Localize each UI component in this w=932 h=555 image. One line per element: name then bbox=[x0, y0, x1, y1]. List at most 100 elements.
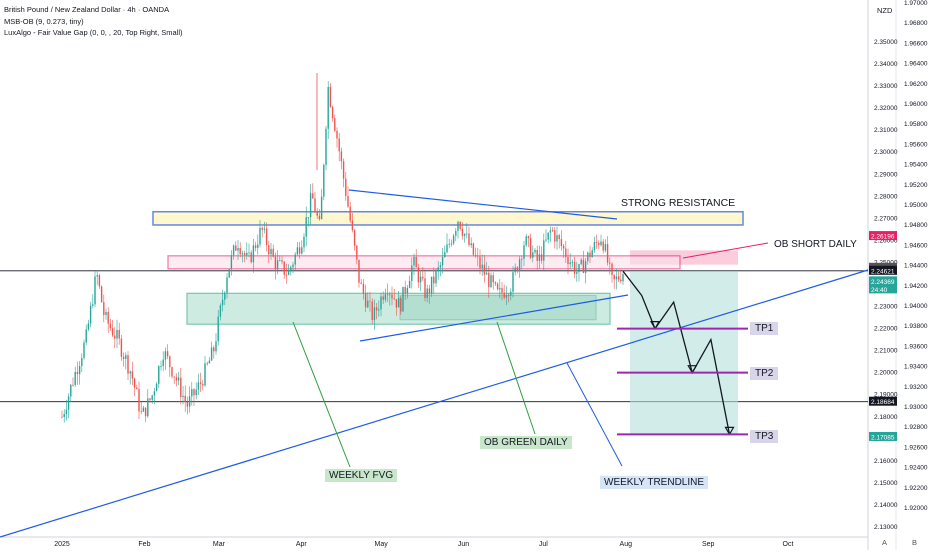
price-tick-label: 2.15000 bbox=[874, 480, 898, 487]
candle-body bbox=[466, 233, 468, 235]
candle-body bbox=[547, 232, 549, 240]
candle-body bbox=[428, 288, 431, 294]
strong-resistance-box bbox=[152, 211, 744, 226]
price-tag-bg bbox=[869, 396, 897, 406]
candle-body bbox=[270, 248, 272, 255]
candle-body bbox=[523, 245, 525, 259]
date-tick-label: May bbox=[375, 541, 389, 548]
candle-body bbox=[184, 395, 186, 403]
candle-body bbox=[485, 272, 488, 275]
secondary-price-tick-label: 1.95600 bbox=[904, 141, 928, 148]
candle-body bbox=[83, 342, 85, 358]
candle-body bbox=[228, 269, 230, 278]
candle-body bbox=[149, 398, 151, 400]
candle-body bbox=[417, 267, 420, 283]
candle-body bbox=[483, 264, 486, 275]
candle-body bbox=[257, 244, 259, 248]
price-tick-label: 2.34000 bbox=[874, 61, 898, 68]
candle-body bbox=[413, 256, 415, 266]
candle-body bbox=[147, 398, 149, 417]
candle-body bbox=[111, 328, 114, 336]
price-tick-label: 2.13000 bbox=[874, 524, 898, 531]
weekly-trendline bbox=[0, 269, 869, 538]
secondary-price-tick-label: 1.94600 bbox=[904, 242, 928, 249]
candle-body bbox=[367, 300, 369, 308]
candle-body bbox=[573, 262, 576, 274]
candle-body bbox=[373, 307, 376, 321]
price-tag-label: 24:40 bbox=[871, 287, 888, 294]
candle-body bbox=[325, 128, 327, 165]
candle-body bbox=[433, 276, 435, 284]
candle-body bbox=[314, 198, 316, 213]
secondary-price-tick-label: 1.92400 bbox=[904, 465, 928, 472]
secondary-price-tick-label: 1.96200 bbox=[904, 81, 928, 88]
candle-body bbox=[422, 276, 424, 279]
projection-arrowhead bbox=[687, 365, 698, 374]
indicator-msb-ob[interactable]: MSB-OB (9, 0.273, tiny) bbox=[4, 16, 84, 26]
candle-body bbox=[565, 248, 567, 258]
candle-body bbox=[221, 299, 224, 306]
secondary-price-tick-label: 1.92600 bbox=[904, 444, 928, 451]
candle-body bbox=[254, 245, 257, 248]
candle-body bbox=[589, 252, 591, 258]
candle-body bbox=[138, 389, 140, 412]
date-tick-label: Sep bbox=[702, 541, 715, 548]
candle-body bbox=[96, 275, 98, 277]
candle-body bbox=[114, 335, 116, 339]
candle-body bbox=[173, 376, 175, 378]
candle-body bbox=[199, 382, 202, 384]
candle-body bbox=[510, 291, 512, 296]
candle-body bbox=[144, 407, 147, 417]
price-tag-label: 2.24621 bbox=[871, 268, 895, 275]
candle-body bbox=[457, 221, 459, 231]
price-tick-label: 2.19000 bbox=[874, 392, 898, 399]
candle-body bbox=[395, 299, 398, 308]
candle-body bbox=[303, 236, 305, 248]
candle-body bbox=[281, 260, 283, 262]
auto-scale-toggle[interactable]: A bbox=[882, 538, 888, 547]
candle-body bbox=[404, 286, 406, 294]
candle-body bbox=[406, 287, 409, 294]
candle-body bbox=[331, 106, 334, 119]
candle-body bbox=[316, 212, 318, 216]
secondary-price-tick-label: 1.95200 bbox=[904, 182, 928, 189]
secondary-price-tick-label: 1.94200 bbox=[904, 283, 928, 290]
candle-body bbox=[538, 254, 541, 261]
candle-body bbox=[94, 276, 96, 305]
candle-body bbox=[375, 307, 378, 311]
candle-body bbox=[549, 230, 552, 233]
candle-body bbox=[320, 196, 323, 220]
date-tick-label: Feb bbox=[138, 541, 150, 548]
candle-body bbox=[215, 341, 217, 352]
candle-body bbox=[342, 161, 345, 179]
candle-body bbox=[120, 338, 123, 357]
candle-body bbox=[507, 295, 510, 296]
candle-body bbox=[136, 387, 138, 390]
candle-body bbox=[551, 230, 554, 232]
secondary-price-tick-label: 1.94800 bbox=[904, 222, 928, 229]
candle-body bbox=[175, 377, 178, 381]
candle-body bbox=[609, 262, 611, 264]
candle-body bbox=[239, 247, 241, 255]
candle-body bbox=[587, 252, 589, 262]
candle-body bbox=[543, 240, 545, 261]
currency-label: NZD bbox=[877, 6, 893, 15]
candle-body bbox=[276, 260, 279, 270]
candle-body bbox=[598, 242, 600, 246]
secondary-price-tick-label: 1.93200 bbox=[904, 384, 928, 391]
price-tag-bg bbox=[869, 276, 897, 286]
candle-body bbox=[463, 233, 466, 236]
candle-body bbox=[349, 206, 351, 221]
candle-body bbox=[567, 257, 569, 265]
projection-arrowhead bbox=[724, 426, 735, 436]
candle-body bbox=[232, 245, 235, 256]
candle-body bbox=[400, 298, 402, 312]
log-scale-toggle[interactable]: B bbox=[912, 538, 918, 547]
price-tag-bg bbox=[869, 265, 897, 275]
date-tick-label: Mar bbox=[213, 541, 226, 548]
secondary-price-tick-label: 1.94400 bbox=[904, 263, 928, 270]
candle-body bbox=[470, 243, 472, 246]
indicator-fvg[interactable]: LuxAlgo - Fair Value Gap (0, 0, , 20, To… bbox=[4, 28, 183, 37]
